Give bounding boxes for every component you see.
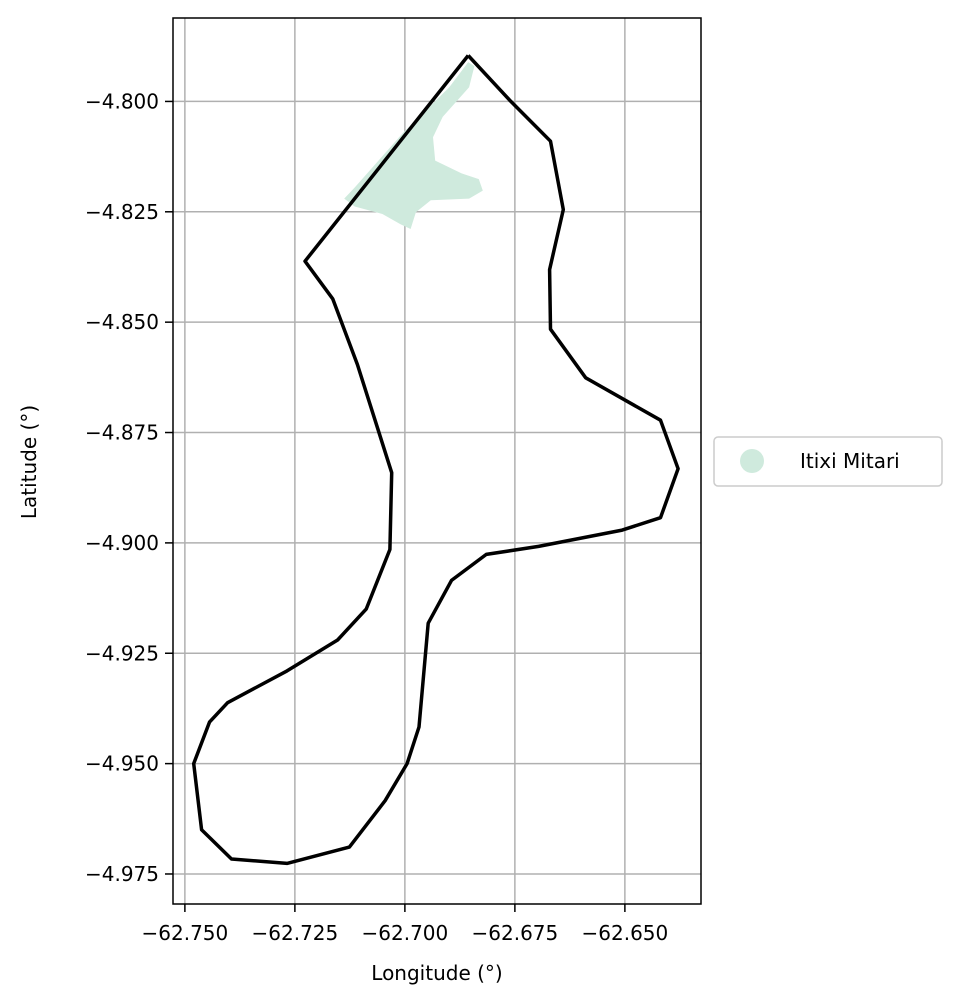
- y-tick-label: −4.950: [85, 752, 159, 776]
- y-tick-label: −4.900: [85, 531, 159, 555]
- y-tick-label: −4.875: [85, 421, 159, 445]
- y-axis-label: Latitude (°): [17, 405, 41, 519]
- legend-frame: [713, 436, 943, 487]
- x-tick-label: −62.700: [362, 921, 449, 945]
- x-tick-label: −62.725: [252, 921, 339, 945]
- region-itixi-mitari: [344, 62, 483, 229]
- x-axis-label: Longitude (°): [371, 961, 502, 985]
- legend-label-itixi-mitari: Itixi Mitari: [800, 449, 900, 473]
- map-layers: [191, 54, 680, 866]
- y-tick-label: −4.850: [85, 310, 159, 334]
- x-tick-label: −62.675: [472, 921, 559, 945]
- x-tick-label: −62.750: [142, 921, 229, 945]
- plot-area: [172, 17, 702, 905]
- plot-background: [173, 18, 701, 904]
- legend-marker-itixi-mitari: [740, 449, 764, 473]
- y-tick-label: −4.800: [85, 89, 159, 113]
- y-tick-label: −4.825: [85, 200, 159, 224]
- plot-frame: [172, 17, 702, 905]
- legend: Itixi Mitari: [713, 436, 943, 487]
- x-tick-label: −62.650: [582, 921, 669, 945]
- y-tick-label: −4.975: [85, 862, 159, 886]
- y-tick-label: −4.925: [85, 641, 159, 665]
- axis-ticks: −62.750 −62.725 −62.700 −62.675 −62.650 −4.80…: [85, 89, 668, 945]
- boundary-outline: [191, 54, 680, 866]
